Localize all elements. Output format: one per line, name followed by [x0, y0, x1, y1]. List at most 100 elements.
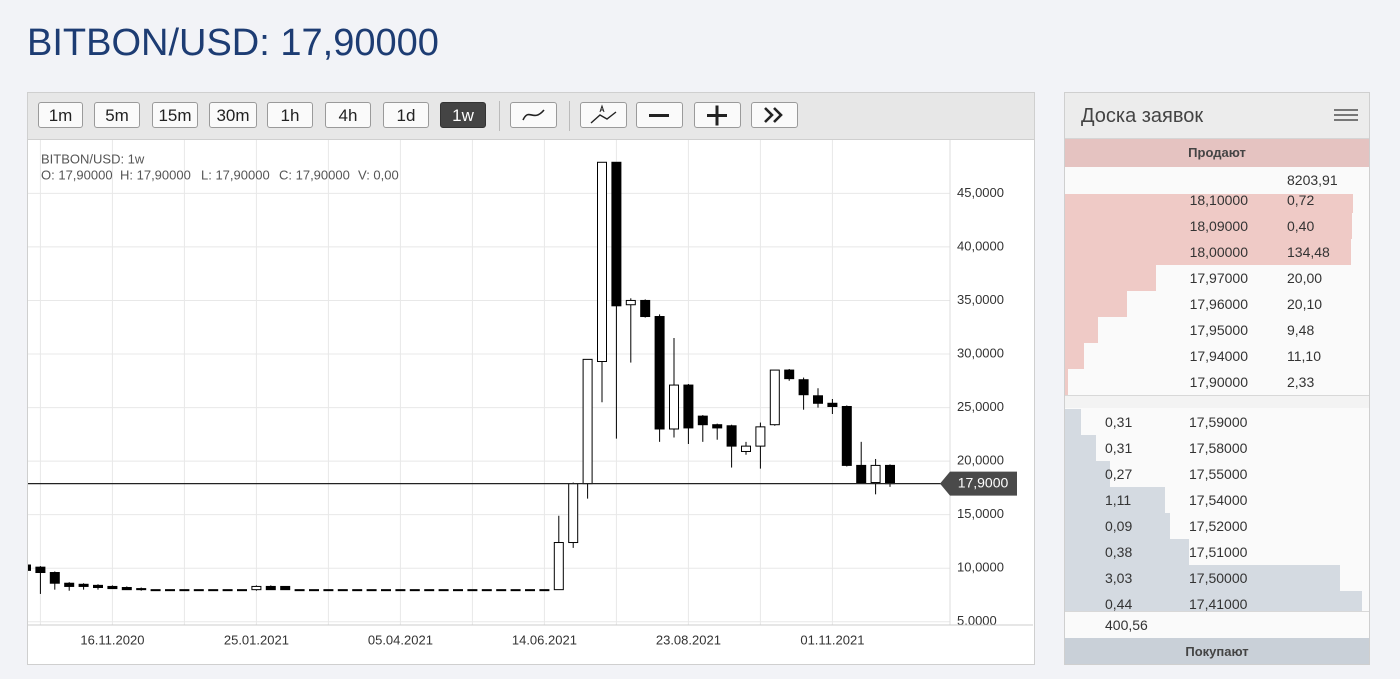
- asks-label: Продают: [1065, 139, 1369, 167]
- candle-body: [885, 464, 895, 485]
- depth-bar: [1065, 369, 1069, 395]
- candle-body: [150, 589, 161, 592]
- candle: [496, 589, 507, 592]
- candle: [366, 589, 377, 592]
- ask-row: 18,09000 0,40: [1065, 213, 1369, 239]
- candle: [697, 415, 708, 442]
- candle: [798, 377, 809, 410]
- candle: [625, 298, 636, 363]
- icon: [764, 107, 783, 123]
- candle-body: [654, 316, 665, 430]
- candle-body: [323, 589, 334, 592]
- candle-body: [409, 589, 420, 592]
- interval-button[interactable]: 1w: [440, 102, 486, 128]
- candle: [49, 571, 60, 590]
- bid-row: 1,11 17,54000: [1065, 487, 1369, 513]
- candle: [280, 585, 291, 591]
- page-title: BITBON/USD: 17,90000: [27, 22, 439, 64]
- candle: [237, 589, 247, 592]
- asks-total-row: 8203,91: [1065, 167, 1369, 193]
- candle-body: [381, 589, 391, 592]
- candle-body: [49, 572, 60, 584]
- separator: [499, 101, 500, 131]
- candle-body: [121, 587, 132, 591]
- bid-row: 0,31 17,58000: [1065, 435, 1369, 461]
- text-tool-button[interactable]: [580, 102, 627, 128]
- candle: [165, 589, 175, 592]
- candle: [28, 564, 31, 571]
- ask-row: 18,00000 134,48: [1065, 239, 1369, 265]
- candle-body: [309, 589, 319, 592]
- candle: [337, 589, 348, 592]
- depth-bar: [1065, 591, 1362, 611]
- depth-bar: [1065, 487, 1165, 513]
- zoom-in-button[interactable]: [694, 102, 741, 128]
- bid-amount: 0,31: [1105, 414, 1133, 430]
- candle-body: [669, 384, 679, 430]
- bid-price: 17,54000: [1189, 492, 1248, 508]
- candle: [93, 584, 103, 590]
- candle: [179, 589, 190, 592]
- candle-body: [769, 369, 780, 426]
- bid-amount: 0,44: [1105, 596, 1133, 611]
- ask-price: 17,96000: [1189, 296, 1248, 312]
- interval-button[interactable]: 4h: [325, 102, 371, 128]
- candle-body: [841, 405, 852, 466]
- bid-amount: 3,03: [1105, 570, 1133, 586]
- depth-bar: [1065, 317, 1099, 343]
- separator: [569, 101, 570, 131]
- interval-button[interactable]: 1m: [38, 102, 83, 128]
- candle-body: [136, 588, 147, 591]
- y-tick-label: 5,0000: [957, 613, 997, 628]
- candle-body: [93, 584, 103, 589]
- candle: [453, 589, 463, 592]
- candle: [107, 585, 118, 590]
- interval-button[interactable]: 30m: [209, 102, 257, 128]
- ask-row: 17,97000 20,00: [1065, 265, 1369, 291]
- chart-info-item: V: 0,00: [358, 167, 399, 182]
- interval-button[interactable]: 1d: [383, 102, 429, 128]
- y-tick-label: 45,0000: [957, 185, 1004, 200]
- line-tool-button[interactable]: [510, 102, 557, 128]
- ask-price: 18,00000: [1189, 244, 1248, 260]
- candle-body: [179, 589, 190, 592]
- candle: [294, 589, 305, 592]
- candle-body: [193, 589, 204, 592]
- candle: [467, 589, 478, 592]
- scroll-end-button[interactable]: [751, 102, 798, 128]
- y-tick-label: 20,0000: [957, 453, 1004, 468]
- candle-body: [870, 464, 881, 484]
- candle: [438, 589, 449, 592]
- candle: [640, 299, 651, 318]
- candle: [424, 589, 435, 592]
- ask-amount: 2,33: [1287, 374, 1315, 390]
- candle-body: [611, 161, 622, 307]
- candle: [597, 161, 607, 403]
- bid-row: 0,27 17,55000: [1065, 461, 1369, 487]
- zoom-out-button[interactable]: [636, 102, 683, 128]
- candle: [856, 441, 867, 484]
- ask-row: 17,94000 11,10: [1065, 343, 1369, 369]
- candle-body: [741, 445, 751, 452]
- spread-separator: [1065, 395, 1369, 409]
- interval-button[interactable]: 5m: [94, 102, 140, 128]
- chart: 5,0000 10,0000 15,0000 20,0000 25,0000 30,000…: [28, 140, 1033, 648]
- interval-button[interactable]: 15m: [152, 102, 198, 128]
- x-tick-label: 16.11.2020: [80, 632, 144, 647]
- chart-panel: 1m 5m 15m 30m 1h 4h 1d 1w: [27, 92, 1035, 665]
- order-book-title: Доска заявок: [1081, 105, 1204, 127]
- y-tick-label: 40,0000: [957, 238, 1004, 253]
- candle-body: [510, 589, 521, 592]
- x-tick-label: 01.11.2021: [800, 632, 864, 647]
- candle: [870, 458, 881, 495]
- ask-amount: 134,48: [1287, 244, 1330, 260]
- candle: [683, 384, 694, 444]
- candle-body: [337, 589, 348, 592]
- depth-bar: [1065, 513, 1170, 539]
- candle: [525, 589, 535, 592]
- bids-total: 400,56: [1105, 617, 1148, 633]
- menu-icon[interactable]: [1333, 109, 1359, 123]
- candle: [568, 482, 579, 548]
- interval-button[interactable]: 1h: [267, 102, 313, 128]
- candle-body: [237, 589, 247, 592]
